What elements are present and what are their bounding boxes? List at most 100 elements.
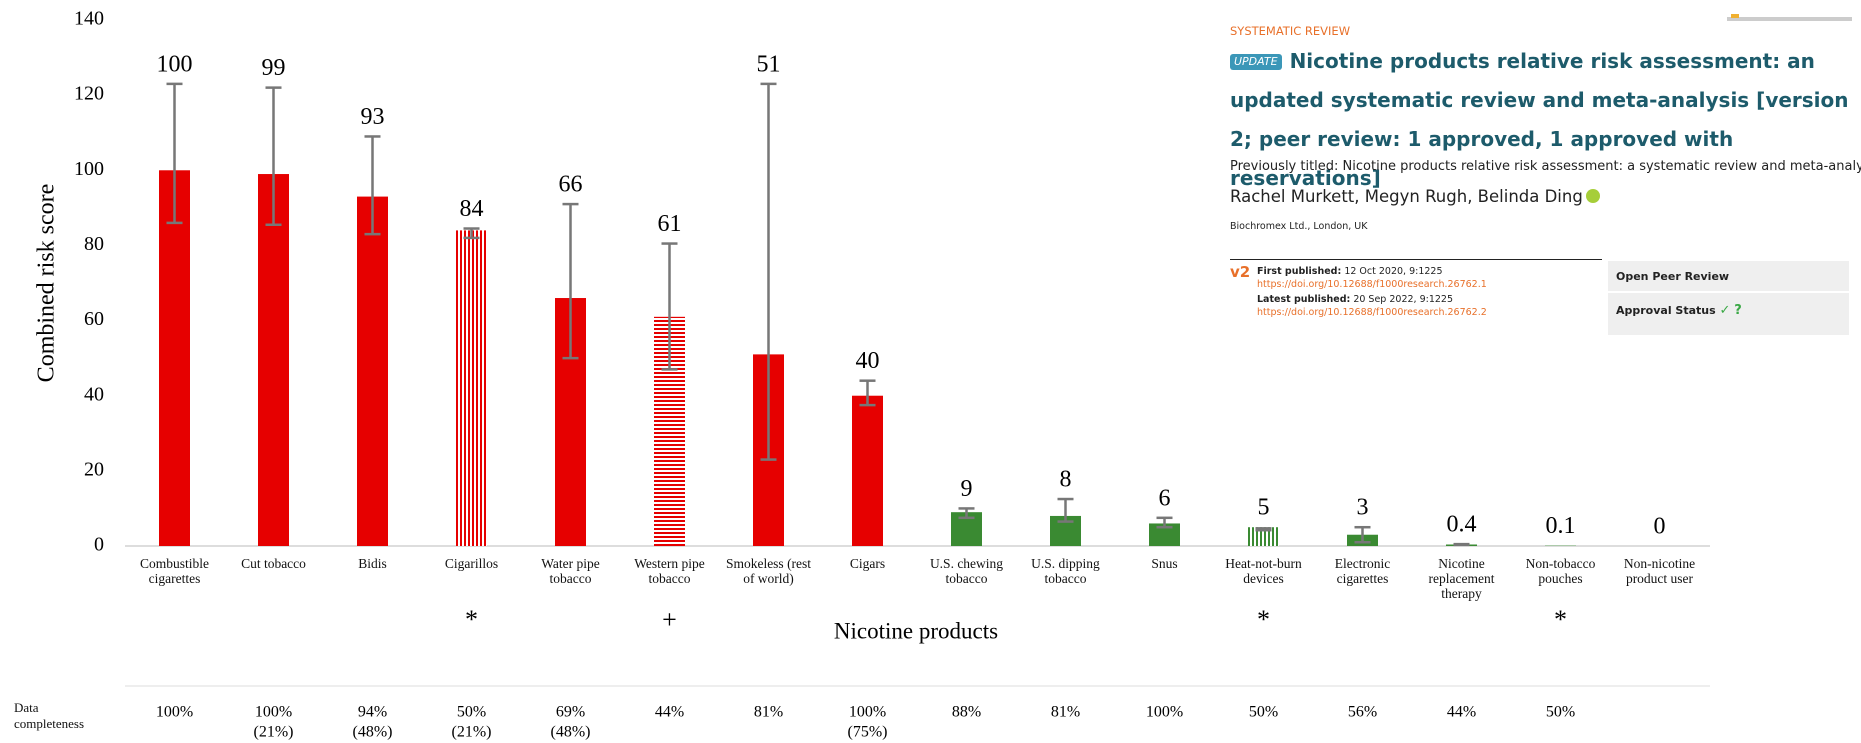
completeness-value: (75%): [848, 724, 888, 741]
latest-label: Latest published:: [1257, 294, 1351, 305]
value-label: 66: [559, 172, 583, 198]
value-label: 0.1: [1546, 513, 1576, 539]
completeness-value: 100%: [255, 704, 292, 721]
y-tick-label: 80: [84, 233, 104, 255]
y-tick-label: 100: [74, 158, 104, 180]
completeness-value: 56%: [1348, 704, 1377, 721]
x-tick-label: Non-tobacco pouches: [1525, 556, 1596, 586]
approved-icon: ✓: [1719, 303, 1731, 318]
value-label: 0: [1654, 514, 1666, 540]
authors: Rachel Murkett, Megyn Rugh, Belinda Ding: [1230, 187, 1600, 206]
value-label: 51: [757, 51, 781, 77]
divider: [1230, 259, 1602, 260]
bar: [357, 196, 388, 547]
latest-date: 20 Sep 2022, 9:1225: [1353, 294, 1453, 305]
completeness-value: 50%: [1249, 704, 1278, 721]
peer-review-title: Open Peer Review: [1616, 270, 1730, 283]
reservation-icon: ?: [1734, 303, 1742, 318]
value-label: 6: [1159, 485, 1171, 511]
x-tick-label: Heat-not-burn devices: [1225, 556, 1302, 586]
article-title: UPDATE Nicotine products relative risk as…: [1230, 42, 1860, 198]
y-tick-label: 20: [84, 458, 104, 480]
first-label: First published:: [1257, 266, 1342, 277]
x-tick-label: U.S. chewing tobacco: [929, 556, 1004, 586]
x-tick-label: Cut tobacco: [241, 556, 306, 571]
latest-published: Latest published: 20 Sep 2022, 9:1225: [1257, 294, 1453, 305]
bar: [1248, 527, 1279, 546]
bar: [852, 395, 883, 546]
y-tick-label: 140: [74, 8, 104, 30]
affiliation: Biochromex Ltd., London, UK: [1230, 221, 1368, 232]
first-doi[interactable]: https://doi.org/10.12688/f1000research.2…: [1257, 279, 1487, 290]
completeness-value: 69%: [556, 704, 585, 721]
footnote-marker: +: [662, 605, 677, 634]
footnote-marker: *: [1554, 605, 1567, 634]
completeness-value: 100%: [156, 704, 193, 721]
x-tick-label: Smokeless (rest of world): [725, 556, 812, 586]
completeness-value: 100%: [849, 704, 886, 721]
approval-status: Approval Status ✓ ?: [1616, 303, 1742, 318]
y-tick-label: 40: [84, 383, 104, 405]
completeness-value: 81%: [1051, 704, 1080, 721]
completeness-value: 88%: [952, 704, 981, 721]
first-date: 12 Oct 2020, 9:1225: [1344, 266, 1443, 277]
bar: [159, 170, 190, 547]
completeness-value: 50%: [457, 704, 486, 721]
y-tick-label: 0: [94, 534, 104, 556]
x-tick-label: Electronic cigarettes: [1334, 556, 1391, 586]
version-note: [version 2; peer review: 1 approved, 1 a…: [1230, 88, 1849, 190]
x-tick-label: Bidis: [358, 556, 387, 571]
value-label: 61: [658, 211, 682, 237]
completeness-value: (21%): [254, 724, 294, 741]
footnote-marker: *: [465, 605, 478, 634]
footnote-marker: *: [1257, 605, 1270, 634]
title-text: Nicotine products relative risk assessme…: [1230, 49, 1815, 112]
x-tick-label: Combustible cigarettes: [139, 556, 209, 586]
value-label: 84: [460, 196, 484, 222]
toolbar-mark: [1731, 14, 1739, 18]
bar: [456, 230, 487, 546]
x-axis-label: Nicotine products: [834, 618, 998, 643]
approval-label: Approval Status: [1616, 304, 1716, 317]
update-badge: UPDATE: [1230, 54, 1282, 70]
value-label: 99: [262, 55, 286, 81]
peer-review-box: Open Peer Review Approval Status ✓ ?: [1608, 261, 1849, 335]
completeness-value: 100%: [1146, 704, 1183, 721]
value-label: 5: [1258, 495, 1270, 521]
first-published: First published: 12 Oct 2020, 9:1225: [1257, 266, 1443, 277]
x-tick-label: Water pipe tobacco: [541, 556, 600, 586]
article-type: SYSTEMATIC REVIEW: [1230, 24, 1351, 38]
y-tick-label: 60: [84, 308, 104, 330]
x-tick-label: Snus: [1151, 556, 1178, 571]
box-divider: [1608, 291, 1849, 293]
completeness-value: 81%: [754, 704, 783, 721]
x-tick-label: U.S. dipping tobacco: [1031, 556, 1100, 586]
author-names: Rachel Murkett, Megyn Rugh, Belinda Ding: [1230, 187, 1583, 206]
value-label: 8: [1060, 467, 1072, 493]
orcid-icon: [1585, 189, 1600, 203]
value-label: 3: [1357, 495, 1369, 521]
y-tick-label: 120: [74, 83, 104, 105]
x-tick-label: Western pipe tobacco: [634, 556, 705, 586]
x-tick-label: Cigars: [849, 556, 886, 571]
completeness-label: Data completeness: [14, 700, 85, 731]
completeness-value: 44%: [655, 704, 684, 721]
completeness-value: (21%): [452, 724, 492, 741]
completeness-value: 94%: [358, 704, 387, 721]
previous-title: Previously titled: Nicotine products rel…: [1230, 159, 1861, 174]
x-tick-label: Cigarillos: [444, 556, 499, 571]
value-label: 0.4: [1447, 512, 1477, 538]
bar: [1149, 523, 1180, 546]
completeness-value: 50%: [1546, 704, 1575, 721]
completeness-value: (48%): [353, 724, 393, 741]
y-axis-label: Combined risk score: [34, 184, 60, 383]
x-tick-label: Non-nicotine product user: [1623, 556, 1696, 586]
value-label: 100: [157, 51, 193, 77]
value-label: 9: [961, 476, 973, 502]
latest-doi[interactable]: https://doi.org/10.12688/f1000research.2…: [1257, 307, 1487, 318]
version: v2: [1230, 263, 1251, 281]
bar: [258, 174, 289, 547]
toolbar-strip: [1727, 14, 1852, 21]
